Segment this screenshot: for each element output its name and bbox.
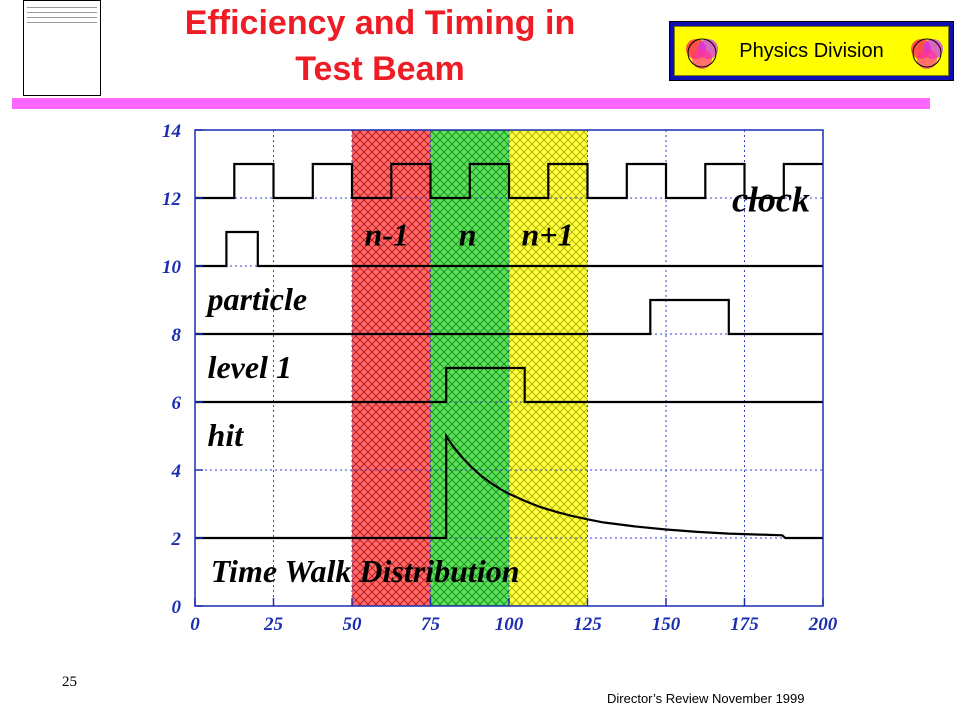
x-tick-label: 75 [421,614,441,635]
y-tick-label: 8 [172,325,182,346]
annotation-clock: clock [732,180,810,220]
logo-panel: Physics Division [674,26,949,76]
annotation-hit: hit [208,417,245,453]
annotation-particle: particle [205,281,308,317]
annotation-n+1: n+1 [522,217,574,253]
band-n-1 [352,130,431,606]
x-tick-label: 25 [263,614,284,635]
title-line-1: Efficiency and Timing in [184,4,576,42]
y-tick-label: 0 [172,597,182,618]
annotation-time-walk-distribution: Time Walk Distribution [211,553,520,589]
series-time-walk-distribution [195,432,823,540]
x-tick-label: 125 [573,614,602,635]
x-tick-label: 0 [190,614,200,635]
annotation-level-1: level 1 [208,349,292,385]
document-stamp [23,0,101,96]
page-number: 25 [62,674,77,690]
series-layer [195,162,823,540]
y-tick-label: 2 [171,529,182,550]
x-tick-label: 100 [495,614,524,635]
series-level-1 [195,298,823,336]
tick-layer: 0 25 50 75 100 125 150 175 200 0 2 4 6 8 10 12 14 [162,121,838,635]
title-rule [12,98,930,109]
x-tick-label: 50 [343,614,363,635]
series-hit [195,366,823,404]
series-clock [195,162,823,200]
y-tick-label: 4 [171,461,182,482]
y-tick-label: 12 [162,189,182,210]
y-tick-label: 6 [172,393,182,414]
title-line-2: Test Beam [295,50,465,88]
physics-division-logo: Physics Division [669,21,954,81]
timing-chart: 0 25 50 75 100 125 150 175 200 0 2 4 6 8 10 12 14 clock n… [162,121,838,635]
y-tick-label: 14 [162,121,181,142]
slide-title: Efficiency and Timing in Test Beam [110,0,650,92]
series-particle [195,230,823,268]
x-tick-label: 150 [652,614,681,635]
x-tick-label: 175 [730,614,759,635]
stamp-text-lines [27,3,97,23]
footer-text: Director’s Review November 1999 [607,691,805,706]
annotation-layer: clock n-1 n n+1 particle level 1 hit Time Walk … [205,180,810,590]
y-tick-label: 10 [162,257,182,278]
annotation-n-1: n-1 [365,217,409,253]
x-tick-label: 200 [808,614,838,635]
logo-text: Physics Division [739,40,884,62]
logo-circles-icon [686,38,943,69]
annotation-n: n [459,217,477,253]
